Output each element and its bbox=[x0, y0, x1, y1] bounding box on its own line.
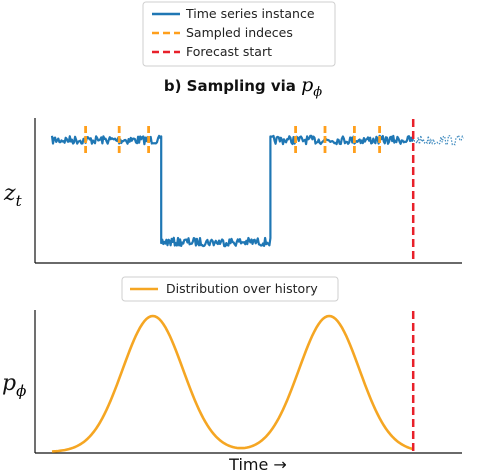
legend-label-distribution: Distribution over history bbox=[166, 281, 318, 296]
top-legend: Time series instance Sampled indeces For… bbox=[142, 1, 336, 67]
top-y-label-sub: t bbox=[16, 192, 23, 210]
bottom-legend-box bbox=[121, 276, 339, 302]
bottom-x-label: Time → bbox=[228, 455, 287, 474]
bottom-axes bbox=[34, 310, 462, 454]
series-line-time-series bbox=[50, 134, 415, 248]
legend-label-forecast: Forecast start bbox=[186, 44, 272, 59]
legend-label-series: Time series instance bbox=[185, 6, 315, 21]
top-series-group bbox=[50, 119, 465, 263]
top-y-label: zt bbox=[3, 181, 23, 210]
top-legend-box bbox=[142, 1, 336, 67]
top-axes bbox=[34, 118, 462, 264]
legend-label-sampled: Sampled indeces bbox=[186, 25, 293, 40]
top-y-label-main: z bbox=[3, 181, 16, 206]
bottom-y-label-main: p bbox=[2, 371, 16, 396]
bottom-y-label-sub: ϕ bbox=[16, 382, 26, 400]
title-subscript: ϕ bbox=[313, 85, 322, 100]
bottom-y-label: pϕ bbox=[2, 371, 26, 400]
title-prefix: b) Sampling via bbox=[164, 77, 301, 95]
title-symbol: p bbox=[301, 74, 313, 96]
series-line-distribution bbox=[51, 314, 414, 453]
bottom-legend: Distribution over history bbox=[121, 276, 339, 302]
top-chart-title: b) Sampling via pϕ bbox=[164, 74, 322, 100]
bottom-series-group bbox=[51, 311, 415, 453]
series-line-forecast-continuation bbox=[412, 133, 465, 146]
